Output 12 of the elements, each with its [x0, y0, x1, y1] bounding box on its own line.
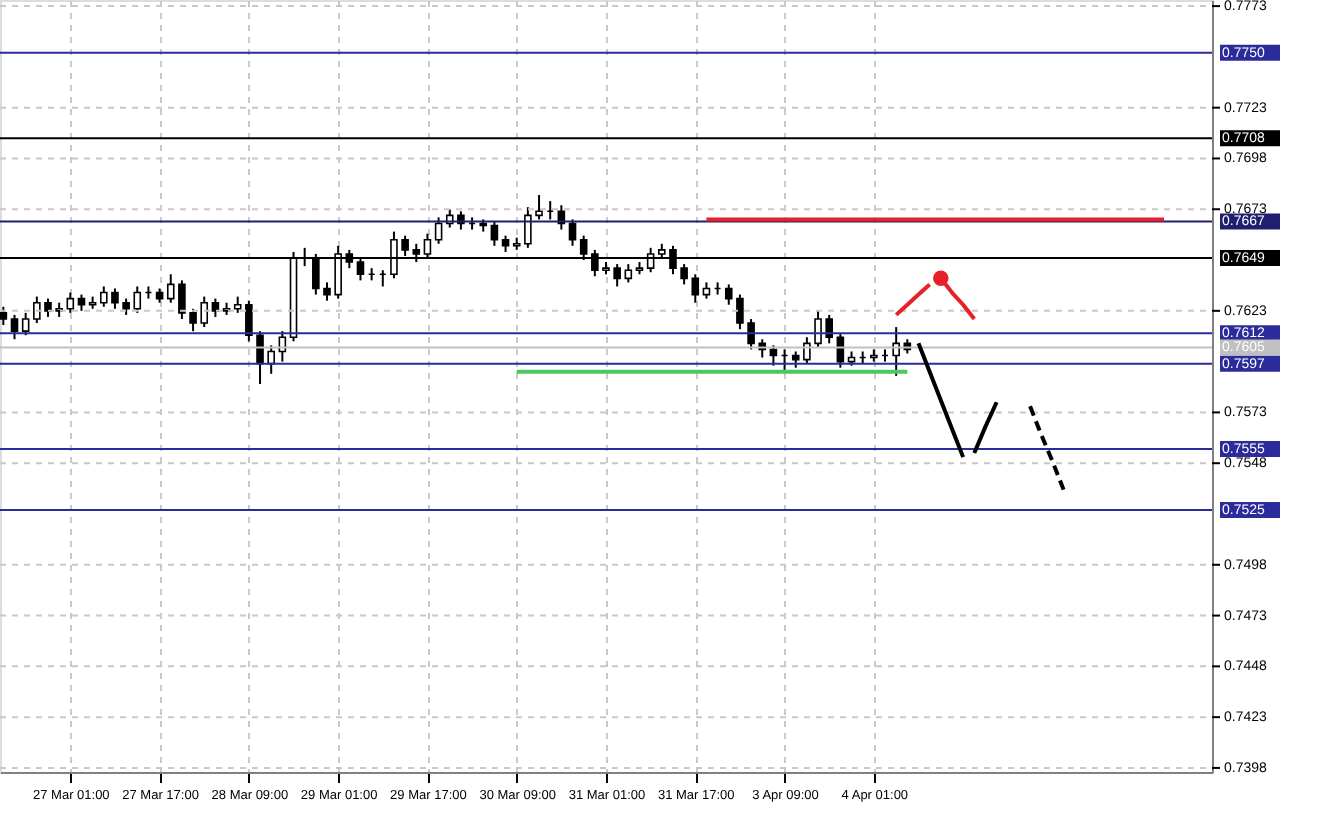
candlestick [490, 220, 499, 247]
candlestick [66, 291, 75, 314]
line-series [916, 341, 966, 460]
line-series [1028, 404, 1066, 492]
candlestick [21, 311, 30, 337]
line-series [894, 282, 932, 317]
candlestick [211, 297, 220, 318]
candlestick [10, 313, 19, 341]
candlestick [434, 216, 443, 245]
candlestick [624, 263, 633, 284]
candlestick [0, 305, 8, 327]
candlestick [568, 218, 577, 247]
